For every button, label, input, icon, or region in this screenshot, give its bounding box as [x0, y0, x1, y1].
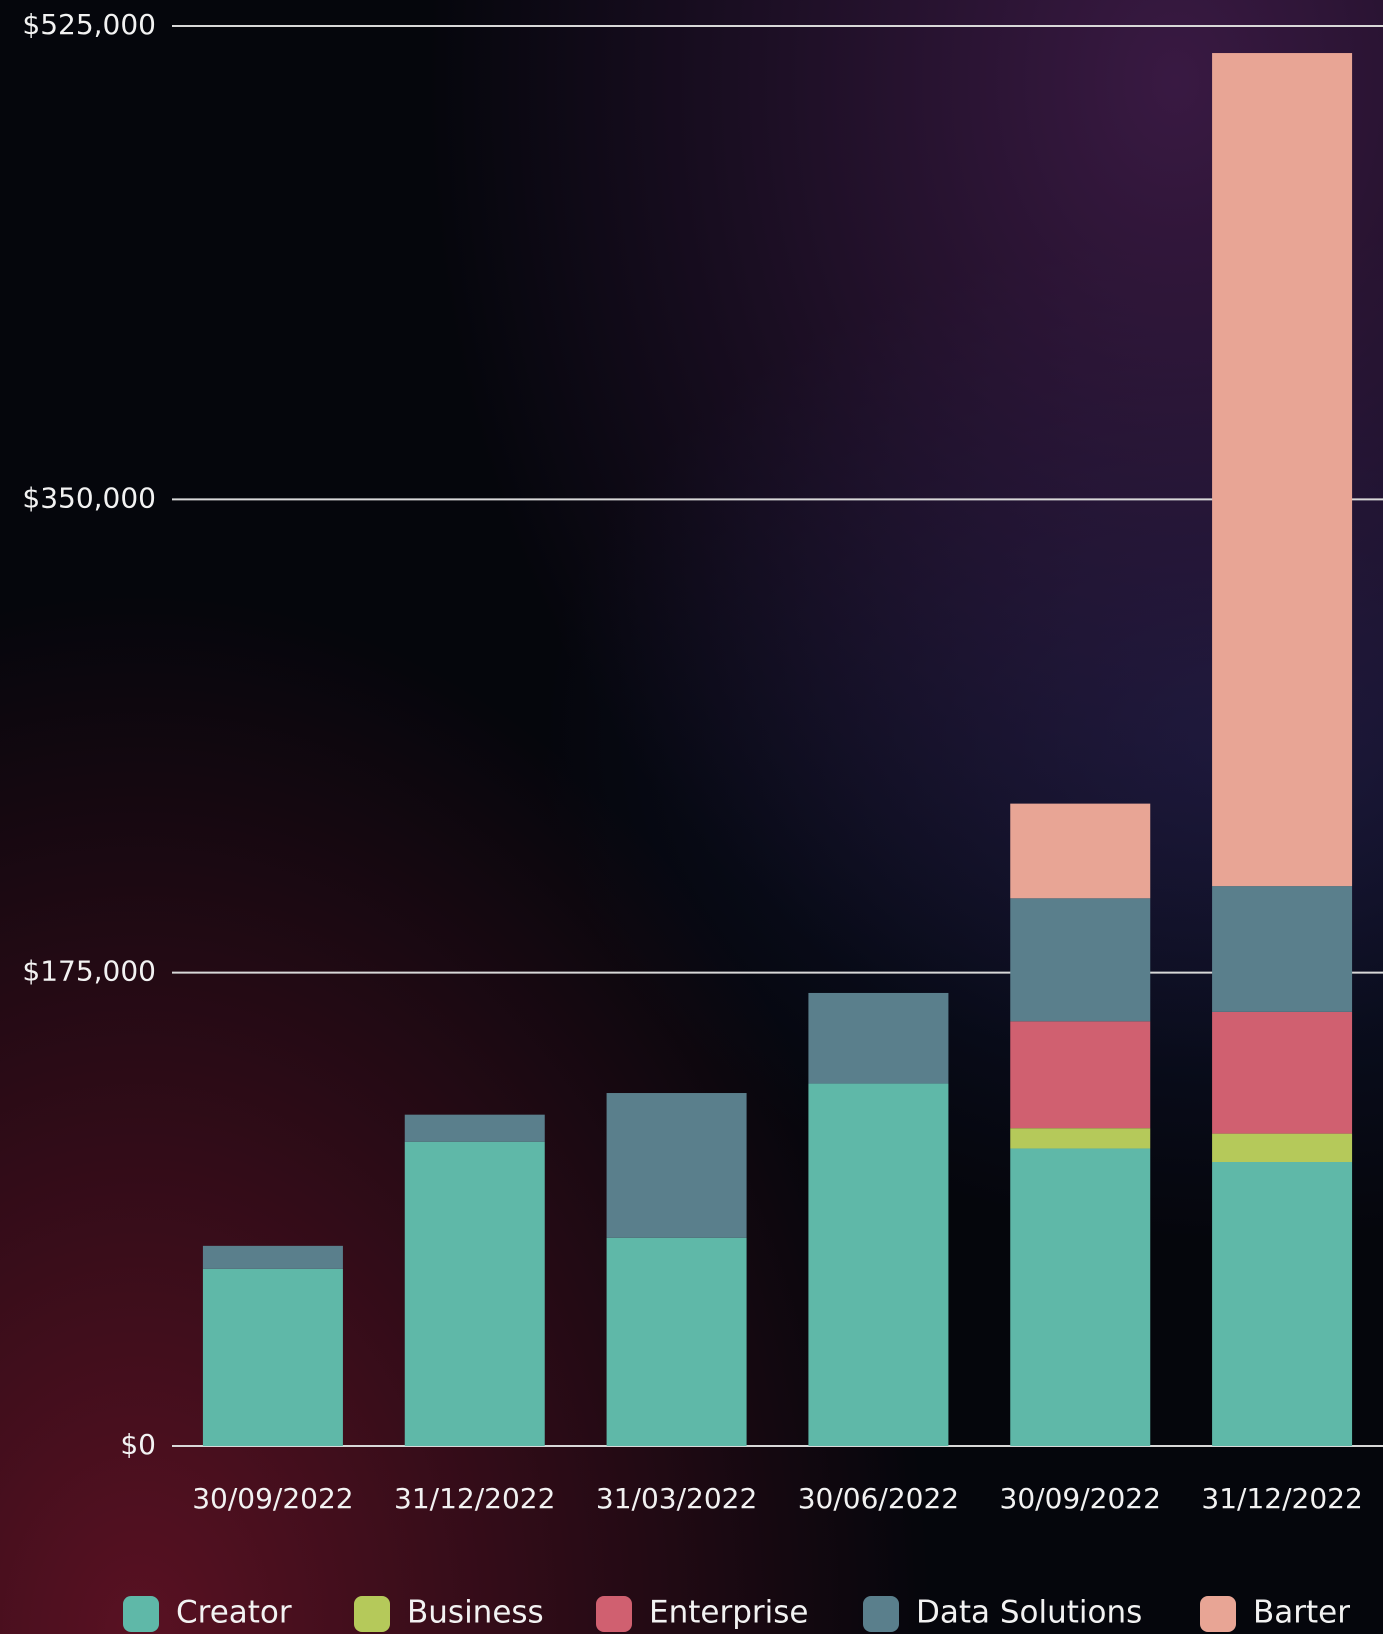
legend-swatch	[596, 1596, 632, 1632]
y-tick-label: $175,000	[22, 955, 156, 988]
y-tick-label: $0	[120, 1428, 156, 1461]
legend-swatch	[123, 1596, 159, 1632]
bar-segment	[1212, 1133, 1353, 1162]
bar-segment	[202, 1245, 343, 1269]
bar-segment	[1212, 1011, 1353, 1134]
x-tick-label: 30/06/2022	[798, 1482, 959, 1515]
bar-segment	[202, 1268, 343, 1446]
x-tick-label: 31/12/2022	[1201, 1482, 1362, 1515]
bar-segment	[404, 1114, 545, 1142]
bar-segment	[1010, 1021, 1151, 1129]
legend-label: Barter	[1253, 1595, 1350, 1631]
bar-segment	[1010, 803, 1151, 899]
legend-label: Data Solutions	[916, 1595, 1142, 1631]
x-tick-label: 30/09/2022	[1000, 1482, 1161, 1515]
bar-segment	[1212, 886, 1353, 1012]
y-tick-label: $525,000	[22, 8, 156, 41]
x-tick-label: 31/03/2022	[596, 1482, 757, 1515]
legend-label: Enterprise	[649, 1595, 808, 1631]
bar-segment	[606, 1093, 747, 1238]
x-tick-label: 30/09/2022	[192, 1482, 353, 1515]
legend-label: Business	[407, 1595, 544, 1631]
y-tick-label: $350,000	[22, 481, 156, 514]
x-tick-label: 31/12/2022	[394, 1482, 555, 1515]
legend-swatch	[863, 1596, 899, 1632]
bar-segment	[1212, 1162, 1353, 1446]
bar-segment	[1010, 1148, 1151, 1446]
legend-swatch	[1200, 1596, 1236, 1632]
bar-segment	[1010, 1128, 1151, 1149]
bar-segment	[808, 1083, 949, 1446]
bar-segment	[1010, 898, 1151, 1022]
bar-segment	[1212, 53, 1353, 887]
legend-label: Creator	[176, 1595, 292, 1631]
bar-segment	[808, 992, 949, 1084]
legend-swatch	[354, 1596, 390, 1632]
bar-segment	[404, 1141, 545, 1446]
bar-segment	[606, 1237, 747, 1446]
